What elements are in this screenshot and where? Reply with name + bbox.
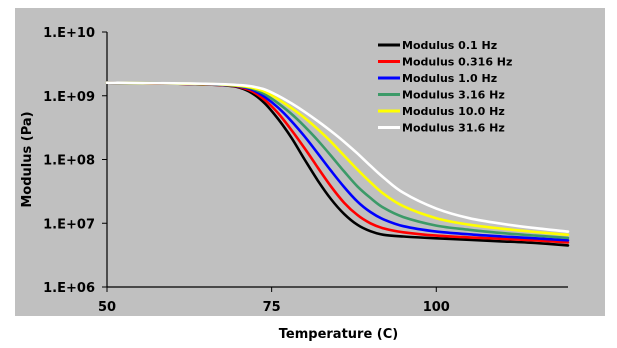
legend-label: Modulus 3.16 Hz: [402, 89, 505, 102]
y-tick-label: 1.E+10: [43, 26, 95, 41]
x-tick-label: 75: [263, 300, 281, 315]
x-axis-title: Temperature (C): [279, 327, 398, 342]
plot-area: [15, 8, 605, 316]
legend-label: Modulus 0.316 Hz: [402, 56, 512, 69]
y-tick-label: 1.E+07: [43, 217, 95, 232]
series-lines: [105, 81, 570, 247]
legend: Modulus 0.1 Hz Modulus 0.316 Hz Modulus 1.…: [378, 39, 512, 135]
y-axis-title: Modulus (Pa): [20, 111, 35, 207]
legend-label: Modulus 0.1 Hz: [402, 39, 497, 52]
y-tick-label: 1.E+06: [43, 281, 95, 296]
x-tick-label: 100: [423, 300, 450, 315]
legend-label: Modulus 31.6 Hz: [402, 122, 505, 135]
legend-label: Modulus 10.0 Hz: [402, 105, 505, 118]
axes: 1.E+06 1.E+07 1.E+08 1.E+09 1.E+10 50 75 100: [43, 26, 568, 315]
y-tick-label: 1.E+08: [43, 154, 95, 169]
x-tick-label: 50: [98, 300, 116, 315]
y-tick-label: 1.E+09: [43, 90, 95, 105]
legend-label: Modulus 1.0 Hz: [402, 72, 497, 85]
series-line: [105, 81, 570, 233]
